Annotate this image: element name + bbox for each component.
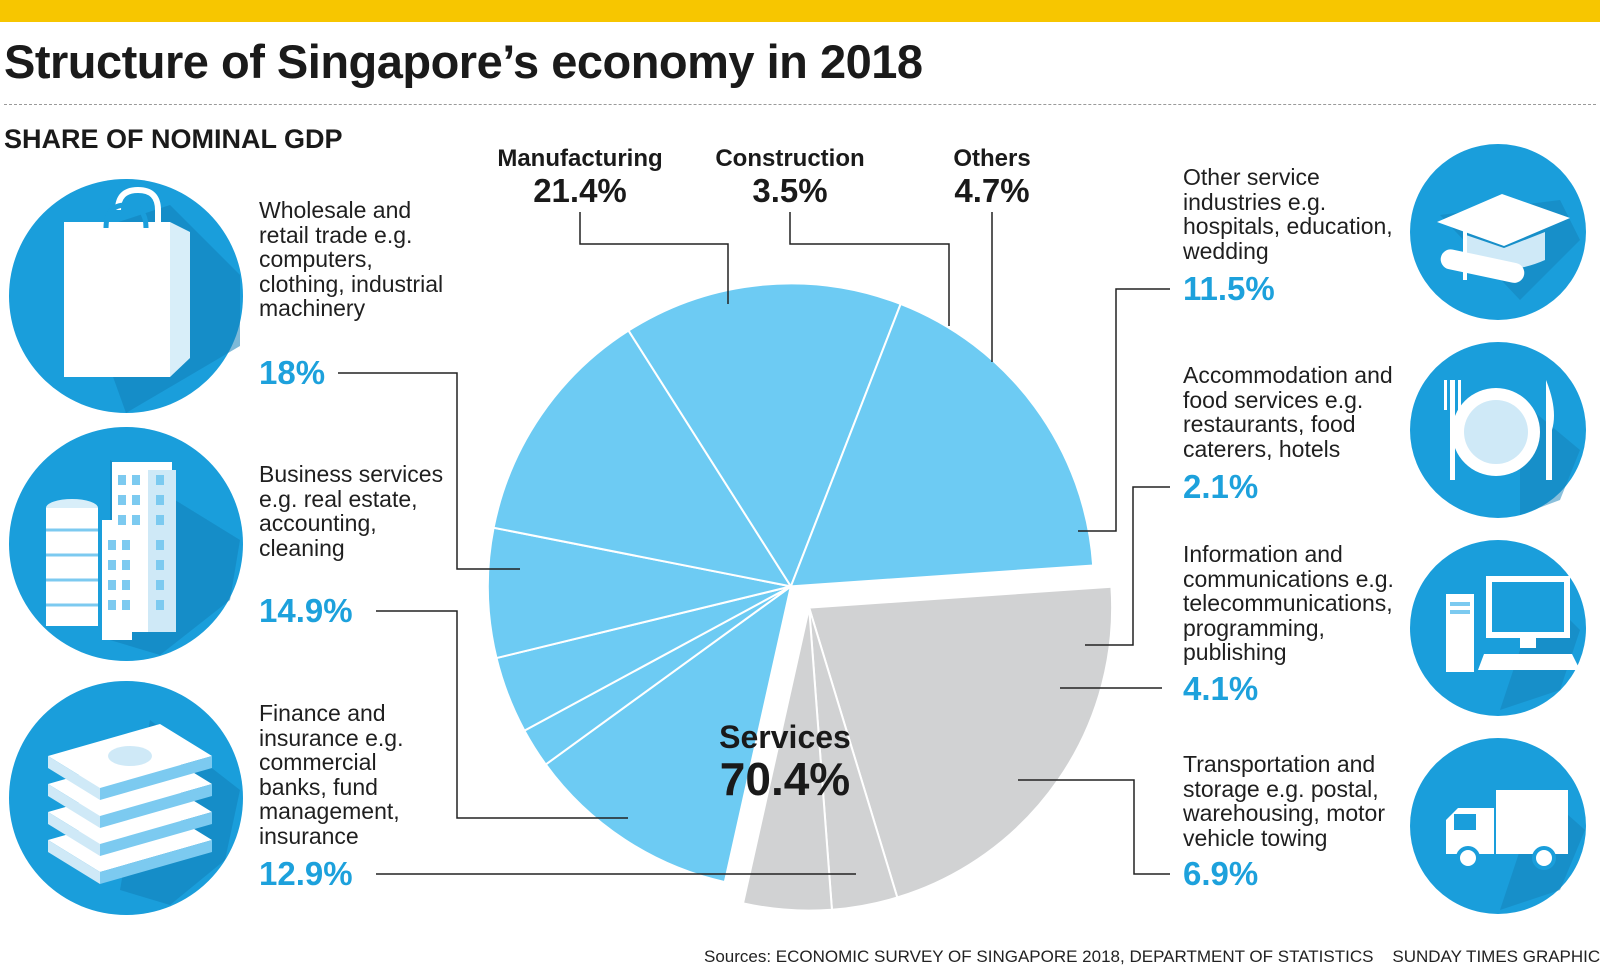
- pct-transport: 6.9%: [1183, 855, 1259, 892]
- pct-other-services: 11.5%: [1183, 270, 1275, 307]
- desc-transport: Transportation and storage e.g. postal, …: [1183, 751, 1385, 851]
- leader-transport: [1018, 779, 1170, 875]
- desc-infocomm: Information and communications e.g. tele…: [1183, 541, 1394, 665]
- leader-lines: [338, 212, 1170, 875]
- segment-name: Manufacturing: [497, 145, 663, 172]
- source-text: Sources: ECONOMIC SURVEY OF SINGAPORE 20…: [704, 947, 1374, 966]
- segment-name: Others: [953, 145, 1031, 172]
- computer-icon: [1410, 540, 1586, 716]
- leader-wholesale: [338, 372, 520, 570]
- pie-slice-wholesale-and-retail-trade: [789, 302, 1095, 588]
- desc-wholesale: Wholesale and retail trade e.g. computer…: [259, 197, 444, 321]
- pct-infocomm: 4.1%: [1183, 670, 1259, 707]
- pie-slice-business-services: [627, 282, 902, 589]
- pie-slice-transportation-and-storage: [486, 526, 792, 660]
- pie-slice-finance-and-insurance: [492, 329, 793, 588]
- segment-pct: 21.4%: [533, 172, 627, 209]
- pct-wholesale: 18%: [259, 354, 326, 391]
- desc-other-services: Other service industries e.g. hospitals,…: [1183, 164, 1393, 264]
- desc-accommodation: Accommodation and food services e.g. res…: [1183, 362, 1393, 462]
- credit-text: SUNDAY TIMES GRAPHICS: [1392, 947, 1600, 966]
- graduation-cap-icon: [1410, 144, 1586, 320]
- money-stack-icon: [9, 681, 243, 915]
- services-pct: 70.4%: [719, 753, 851, 805]
- desc-finance: Finance and insurance e.g. commercial ba…: [259, 700, 404, 849]
- segment-pct: 3.5%: [752, 172, 828, 209]
- leader-accommodation: [1085, 486, 1170, 646]
- chart-subtitle: SHARE OF NOMINAL GDP: [4, 124, 343, 154]
- pct-accommodation: 2.1%: [1183, 468, 1259, 505]
- chart-title: Structure of Singapore’s economy in 2018: [4, 35, 923, 88]
- segment-pct: 4.7%: [954, 172, 1030, 209]
- services-name: Services: [719, 719, 851, 755]
- pie: [486, 282, 1114, 912]
- leader-construction: [789, 212, 950, 326]
- shopping-bag-icon: [9, 179, 243, 413]
- truck-icon: [1410, 738, 1586, 914]
- pct-business: 14.9%: [259, 592, 353, 629]
- title-divider: [4, 104, 1596, 105]
- source-line: Sources: ECONOMIC SURVEY OF SINGAPORE 20…: [704, 947, 1600, 967]
- top-banner: [0, 0, 1600, 22]
- label-others: Others 4.7%: [930, 145, 1054, 209]
- leader-other-services: [1078, 288, 1170, 532]
- pie-slice-others: [741, 607, 834, 912]
- leader-manufacturing: [579, 212, 729, 304]
- label-construction: Construction 3.5%: [700, 145, 880, 209]
- pie-slice-other-service-industries: [544, 584, 793, 884]
- leader-business: [376, 610, 628, 819]
- buildings-icon: [9, 427, 243, 661]
- desc-business: Business services e.g. real estate, acco…: [259, 461, 444, 561]
- segment-name: Construction: [715, 145, 865, 172]
- label-manufacturing: Manufacturing 21.4%: [470, 145, 690, 209]
- pct-finance: 12.9%: [259, 855, 353, 892]
- plate-cutlery-icon: [1410, 342, 1586, 518]
- label-services: Services 70.4%: [690, 720, 880, 804]
